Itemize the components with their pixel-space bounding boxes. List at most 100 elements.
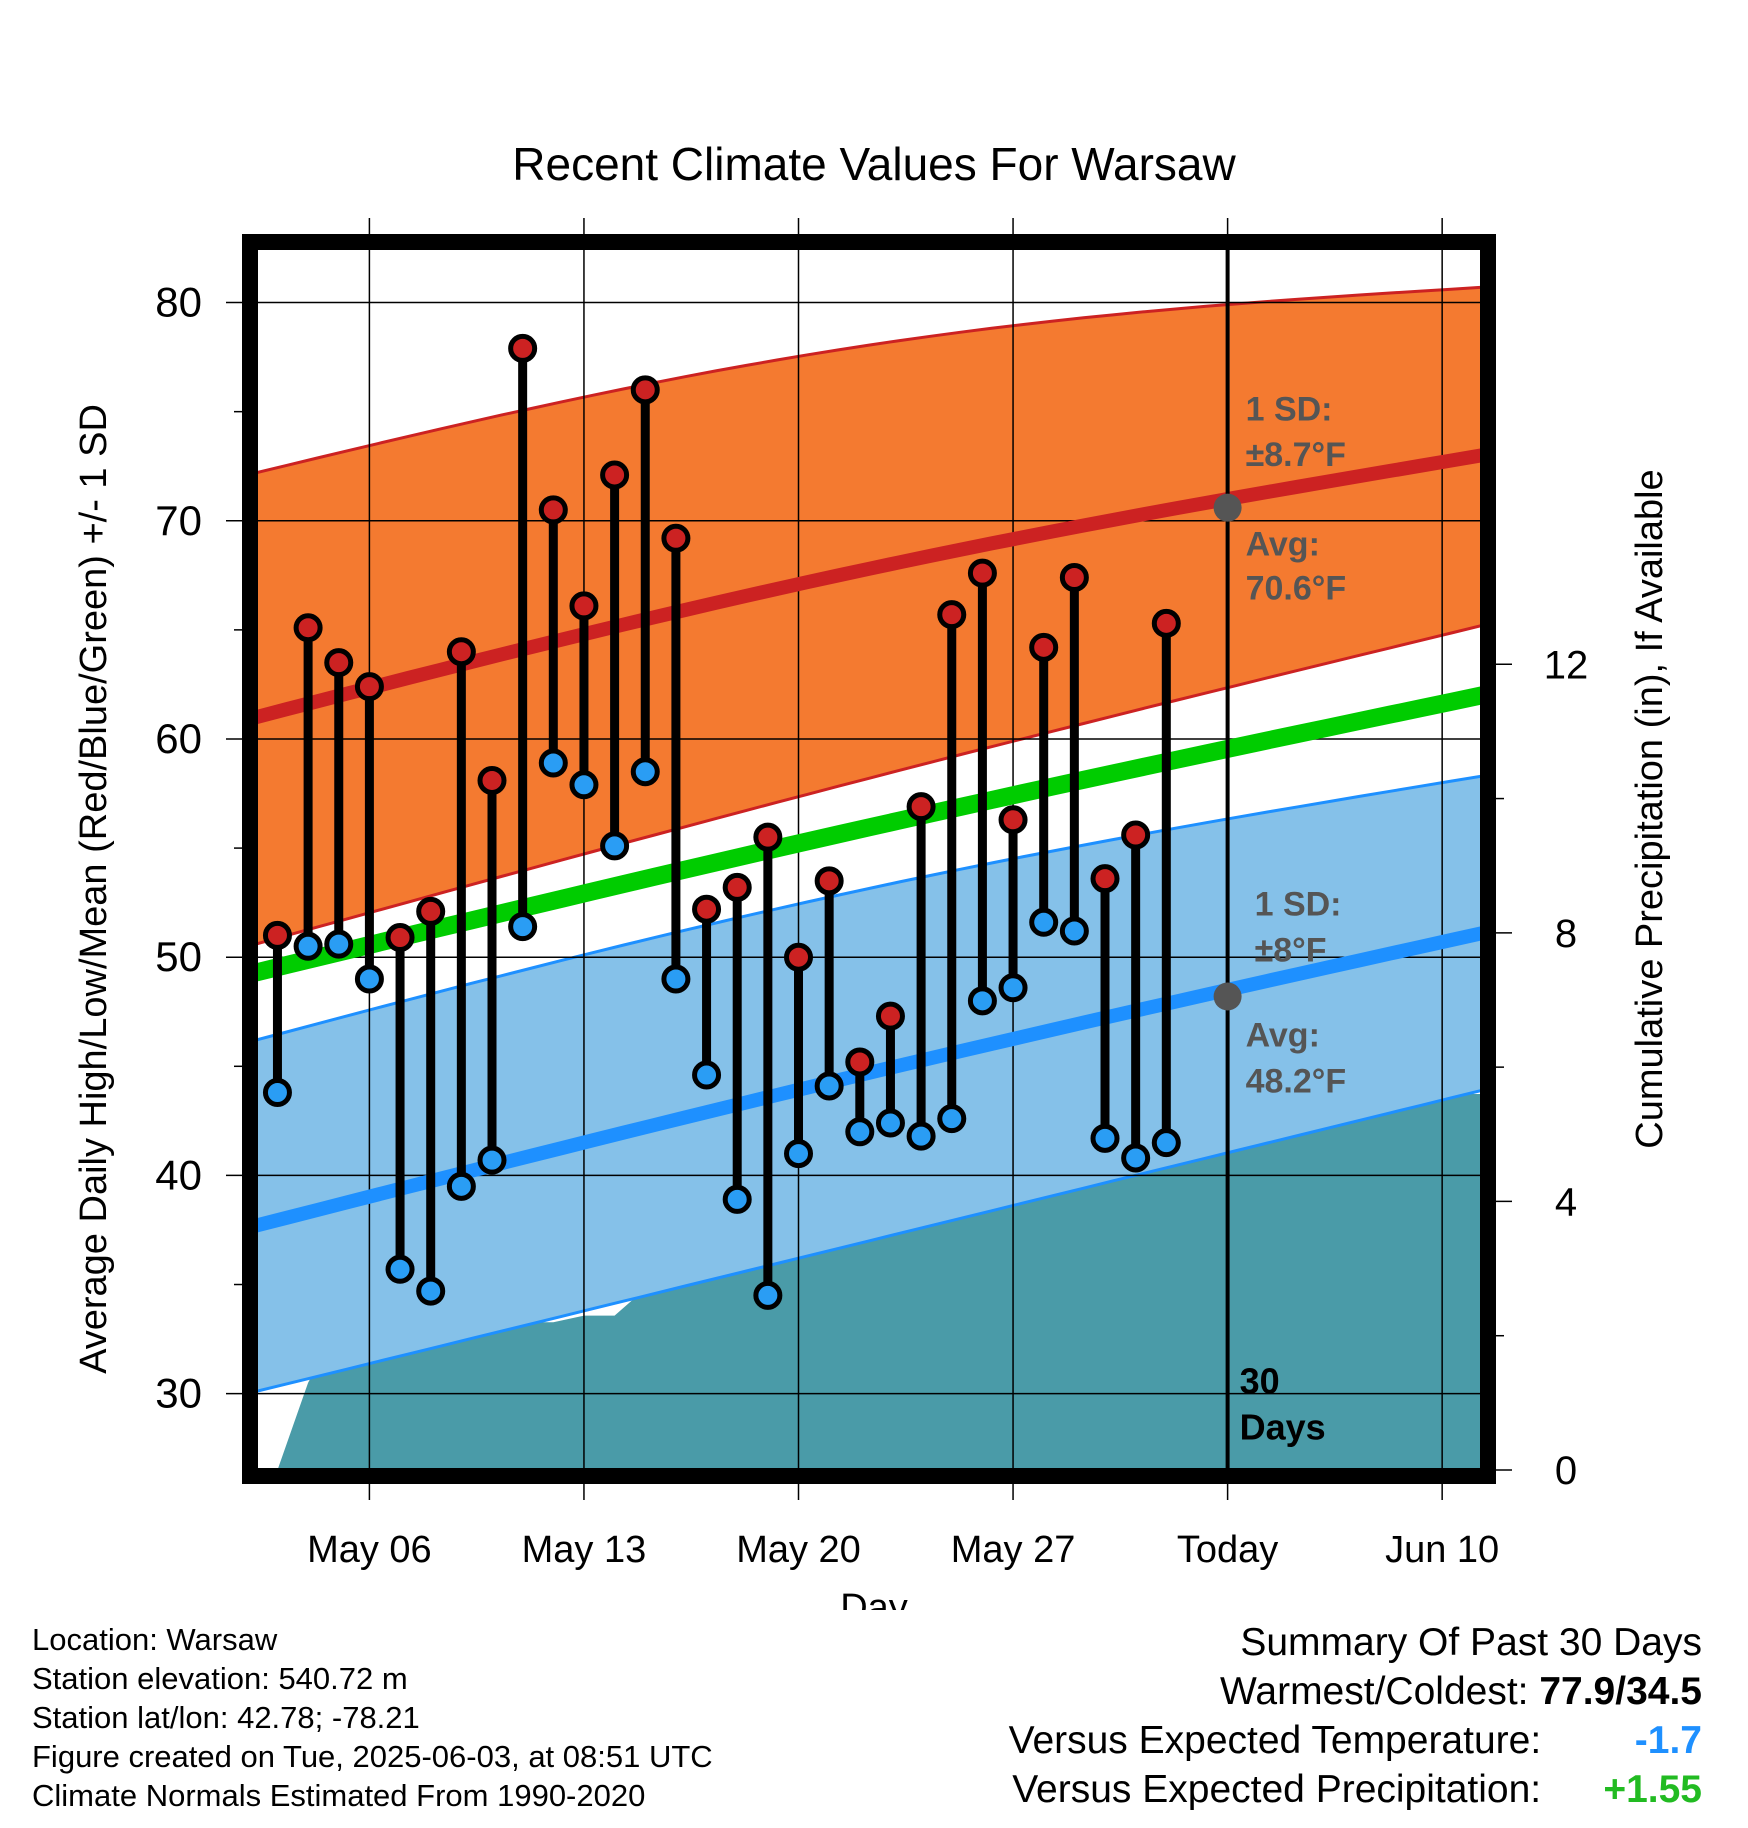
high-marker — [1151, 608, 1181, 638]
high-marker — [753, 822, 783, 852]
high-marker — [1090, 864, 1120, 894]
y-tick-label: 30 — [155, 1370, 202, 1417]
summary-title: Summary Of Past 30 Days — [1240, 1621, 1702, 1664]
today-days-label-word: Days — [1240, 1406, 1326, 1447]
low-avg-value: 48.2°F — [1246, 1062, 1347, 1100]
high-sd-value: ±8.7°F — [1246, 436, 1346, 474]
low-sd-lower-line — [256, 1088, 1482, 1393]
low-marker — [784, 1139, 814, 1169]
low-sd-band — [256, 776, 1482, 1392]
high-marker — [416, 896, 446, 926]
plot-inner — [256, 248, 1482, 1470]
low-sd-label: 1 SD: — [1255, 886, 1342, 924]
high-marker — [722, 872, 752, 902]
low-marker — [967, 986, 997, 1016]
low-marker — [1029, 907, 1059, 937]
high-marker — [937, 600, 967, 630]
low-marker — [538, 748, 568, 778]
y-tick-label: 80 — [155, 279, 202, 326]
y-tick-label: 50 — [155, 933, 202, 980]
y-tick-label: 60 — [155, 715, 202, 762]
low-avg-today-dot — [1213, 982, 1242, 1011]
low-marker — [753, 1280, 783, 1310]
high-sd-label: 1 SD: — [1246, 390, 1333, 428]
low-marker — [262, 1077, 292, 1107]
plot-frame — [242, 234, 1496, 1484]
high-marker — [446, 637, 476, 667]
plot-area: 1 SD: ±8.7°F Avg: 70.6°F 1 SD: ±8°F Avg: 48.2°F… — [73, 218, 1671, 1571]
low-marker — [661, 964, 691, 994]
temp-row: Versus Expected Temperature: -1.7 — [1009, 1716, 1702, 1765]
high-marker — [354, 672, 384, 702]
low-marker — [1090, 1123, 1120, 1153]
high-marker — [692, 894, 722, 924]
low-marker — [937, 1104, 967, 1134]
low-marker — [998, 973, 1028, 1003]
high-marker — [967, 558, 997, 588]
elevation-text: Station elevation: 540.72 m — [32, 1661, 408, 1696]
x-axis-label: Day — [840, 1587, 908, 1610]
high-marker — [998, 805, 1028, 835]
low-avg-label: Avg: — [1246, 1017, 1320, 1055]
low-marker — [446, 1171, 476, 1201]
high-marker — [569, 591, 599, 621]
low-marker — [906, 1121, 936, 1151]
location-text: Location: Warsaw — [32, 1622, 278, 1657]
high-marker — [508, 333, 538, 363]
x-tick-label: May 13 — [522, 1529, 647, 1571]
y2-axis-label: Cumulative Precipitation (in), If Availa… — [1629, 469, 1671, 1148]
high-marker — [845, 1047, 875, 1077]
low-marker — [722, 1184, 752, 1214]
high-marker — [600, 460, 630, 490]
high-avg-today-dot — [1213, 493, 1242, 522]
created-text: Figure created on Tue, 2025-06-03, at 08… — [32, 1739, 713, 1774]
y2-tick-label: 8 — [1555, 912, 1577, 956]
high-marker — [1029, 632, 1059, 662]
low-marker — [692, 1060, 722, 1090]
x-tick-label: May 20 — [736, 1529, 861, 1571]
high-marker — [906, 792, 936, 822]
high-sd-upper-line — [256, 285, 1482, 475]
precip-value: +1.55 — [1603, 1768, 1702, 1811]
high-marker — [1059, 563, 1089, 593]
high-marker — [784, 942, 814, 972]
high-avg-label: Avg: — [1246, 526, 1320, 564]
low-marker — [416, 1276, 446, 1306]
climate-chart: Recent Climate Values For Warsaw 1 SD: ±8… — [73, 138, 1671, 1610]
high-marker — [477, 765, 507, 795]
low-sd-value: ±8°F — [1255, 932, 1327, 970]
high-marker — [538, 495, 568, 525]
high-marker — [814, 866, 844, 896]
low-marker — [354, 964, 384, 994]
y2-tick-label: 0 — [1555, 1449, 1577, 1493]
x-tick-label: Jun 10 — [1385, 1529, 1499, 1571]
y2-tick-label: 12 — [1544, 643, 1589, 687]
high-sd-band — [256, 287, 1482, 945]
chart-title: Recent Climate Values For Warsaw — [512, 138, 1236, 190]
low-marker — [508, 912, 538, 942]
high-avg-value: 70.6°F — [1246, 569, 1347, 607]
low-marker — [600, 831, 630, 861]
high-marker — [1121, 820, 1151, 850]
precip-label: Versus Expected Precipitation: — [1012, 1768, 1542, 1811]
high-marker — [661, 523, 691, 553]
warm-cold-label: Warmest/Coldest: — [1220, 1670, 1529, 1713]
y-axis-label: Average Daily High/Low/Mean (Red/Blue/Gr… — [73, 404, 115, 1374]
low-marker — [477, 1145, 507, 1175]
warm-cold-value: 77.9/34.5 — [1539, 1670, 1702, 1713]
temp-label: Versus Expected Temperature: — [1008, 1719, 1542, 1762]
low-marker — [385, 1254, 415, 1284]
low-marker — [845, 1117, 875, 1147]
high-marker — [262, 920, 292, 950]
precip-area — [277, 1094, 1482, 1470]
temp-value: -1.7 — [1634, 1719, 1702, 1762]
high-marker — [630, 375, 660, 405]
x-tick-label: May 06 — [307, 1529, 432, 1571]
precip-row: Versus Expected Precipitation: +1.55 — [1009, 1765, 1702, 1814]
low-marker — [569, 770, 599, 800]
high-marker — [293, 613, 323, 643]
normals-text: Climate Normals Estimated From 1990-2020 — [32, 1778, 646, 1813]
today-days-label-number: 30 — [1240, 1361, 1280, 1402]
latlon-text: Station lat/lon: 42.78; -78.21 — [32, 1700, 420, 1735]
y-tick-label: 40 — [155, 1151, 202, 1198]
